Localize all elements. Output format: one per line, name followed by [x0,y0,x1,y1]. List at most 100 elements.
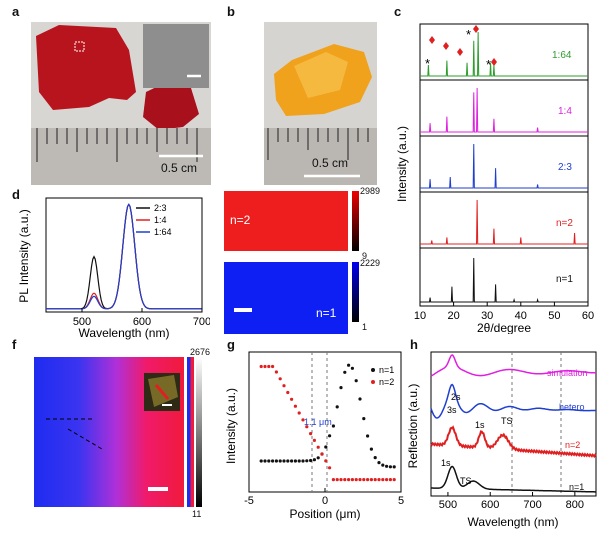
point-n2 [324,459,328,463]
x-tick-label-d: 600 [133,316,151,328]
h-peak-1s-n2: 1s [475,420,485,430]
h-peak-2s: 2s [451,392,461,402]
legend-d: 2:3 1:4 1:64 [136,203,172,237]
x-axis-label-c: 2θ/degree [477,321,531,334]
x-tick-label-c: 40 [515,310,527,322]
point-n2 [286,390,290,395]
point-n2 [392,478,396,482]
colorbar-f-gray [196,357,202,507]
point-n2 [335,478,339,482]
x-tick-label-h: 600 [481,499,499,511]
panel-label-d: d [12,187,20,202]
trace-label-n1: n=1 [556,274,573,285]
point-n1 [343,370,347,374]
point-n2 [354,478,358,482]
panel-label-a: a [12,4,20,19]
point-n1 [324,445,328,449]
point-n1 [309,458,313,463]
x-tick-label-h: 700 [523,499,541,511]
point-n2 [347,478,351,482]
xrd-trace-1:64 [420,31,588,77]
point-n1 [278,459,282,463]
point-n1 [369,447,373,451]
legend-d-1-64: 1:64 [154,227,172,237]
panel-label-c: c [394,4,402,19]
y-axis-label-h: Reflection (a.u.) [406,384,420,469]
x-tick-label-c: 60 [582,310,594,322]
point-n2 [320,452,324,456]
y-axis-label-d: PL Intensity (a.u.) [17,209,31,303]
trace-label-n2: n=2 [556,218,573,229]
point-n2 [366,478,370,482]
refl-trace-n=2 [430,425,597,459]
arrows-f [46,418,103,450]
xrd-trace-n=2 [420,199,588,245]
point-n1 [354,379,358,383]
map-f [34,357,184,507]
refl-trace-simulation [430,354,596,377]
plot-frame-d [45,197,203,313]
point-n2 [377,478,381,482]
point-n1 [328,434,332,438]
photo-panel-b: 0.5 cm [264,22,377,185]
point-n1 [267,459,271,463]
annotation-g: 1.1 μm [304,417,332,427]
point-n2 [297,411,301,415]
point-n2 [388,478,392,482]
legend-d-1-4: 1:4 [154,215,167,225]
point-n2 [263,364,267,369]
x-tick-label-d: 700 [193,316,210,328]
pl-trace-1:4 [46,203,202,310]
h-peak-3s: 3s [447,405,457,415]
point-n1 [335,405,339,409]
h-peak-ts-n1: TS [460,476,472,486]
chart-d: 2:3 1:4 1:64 500 600 700 PL Intensity (a.u… [17,197,210,340]
xrd-trace-2:3 [420,143,588,189]
refl-trace-n=1 [431,465,596,493]
photo-b-illustration [264,44,377,185]
colorbar-e-top-max: 2989 [360,186,381,196]
scale-bar-f [148,487,168,491]
xrd-trace-n=1 [420,257,588,303]
photo-panel-a: 0.5 cm [31,22,211,185]
photo-a-illustration [31,24,211,185]
x-tick-label-c: 50 [548,310,560,322]
point-n1 [305,459,309,463]
xrd-trace-1:4 [420,87,588,133]
point-n2 [282,384,286,388]
point-n1 [274,459,278,463]
point-n2 [274,370,278,374]
point-n2 [309,432,313,436]
point-n2 [362,478,366,482]
colorbar-f-max: 2676 [190,347,211,357]
asterisk-1: * [466,27,471,42]
plot-frame-c [419,23,589,307]
colorbar-e-bottom [352,262,359,322]
pl-trace-1:64 [46,203,202,310]
legend-g-n2: n=2 [379,377,394,387]
point-n1 [263,459,267,463]
x-axis-label-g: Position (μm) [290,507,361,521]
point-n1 [339,386,343,390]
point-n2 [331,478,335,482]
legend-d-2-3: 2:3 [154,203,167,213]
h-peak-ts-n2: TS [501,416,513,426]
point-n2 [259,364,263,369]
x-axis-label-h: Wavelength (nm) [468,515,559,529]
point-n1 [362,417,366,421]
trace-label-1-4: 1:4 [558,106,572,117]
refl-trace-hetero [430,383,596,419]
point-n2 [339,478,343,482]
point-n1 [381,463,385,467]
asterisk-3: * [486,57,491,72]
point-n2 [373,478,377,482]
x-tick-label-c: 20 [447,310,459,322]
x-tick-label-d: 500 [73,316,91,328]
scale-text-a: 0.5 cm [161,161,198,175]
trace-label-2-3: 2:3 [558,162,572,173]
point-n2 [301,418,305,422]
point-n2 [267,364,271,369]
point-n1 [350,366,354,370]
point-n2 [369,478,373,482]
point-n1 [312,458,316,462]
